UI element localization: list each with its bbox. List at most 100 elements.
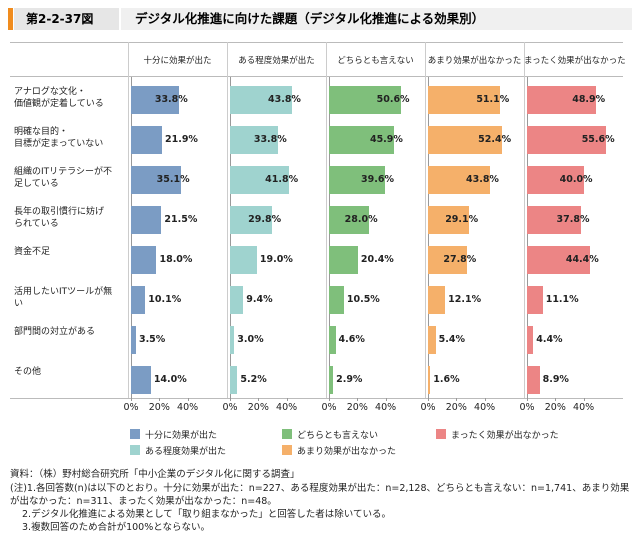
bar bbox=[230, 326, 235, 354]
bar bbox=[428, 126, 503, 154]
legend-swatch bbox=[282, 429, 292, 439]
x-tick bbox=[428, 398, 429, 401]
value-label: 41.8% bbox=[265, 174, 299, 185]
bar bbox=[131, 206, 162, 234]
bar bbox=[329, 126, 394, 154]
panel-divider bbox=[524, 42, 525, 398]
value-label: 9.4% bbox=[246, 294, 273, 305]
legend-label: あまり効果が出なかった bbox=[297, 447, 397, 457]
bar bbox=[131, 326, 136, 354]
bar bbox=[527, 126, 606, 154]
panel-divider bbox=[227, 42, 228, 398]
x-tick bbox=[329, 398, 330, 401]
x-tick-label: 40% bbox=[573, 402, 595, 413]
value-label: 4.6% bbox=[338, 334, 365, 345]
notes: (注)1.各回答数(n)は以下のとおり。十分に効果が出た：n=227、ある程度効… bbox=[10, 482, 630, 534]
x-tick-label: 0% bbox=[420, 402, 436, 413]
legend-swatch bbox=[436, 429, 446, 439]
x-tick-label: 40% bbox=[375, 402, 397, 413]
value-label: 33.8% bbox=[154, 94, 188, 105]
value-label: 43.8% bbox=[267, 94, 301, 105]
legend-label: 十分に効果が出た bbox=[145, 431, 218, 441]
x-tick-label: 20% bbox=[247, 402, 269, 413]
bar bbox=[428, 86, 501, 114]
category-label: アナログな文化・ 価値観が定着している bbox=[14, 87, 104, 109]
value-label: 21.5% bbox=[164, 214, 198, 225]
bar bbox=[131, 86, 179, 114]
x-tick-label: 20% bbox=[544, 402, 566, 413]
x-tick bbox=[484, 398, 486, 401]
value-label: 51.1% bbox=[476, 94, 510, 105]
x-tick bbox=[131, 398, 132, 401]
x-tick-label: 0% bbox=[123, 402, 139, 413]
value-label: 14.0% bbox=[153, 374, 187, 385]
panel-header: どちらとも言えない bbox=[337, 56, 414, 66]
x-tick-label: 40% bbox=[474, 402, 496, 413]
zero-axis bbox=[527, 77, 528, 398]
bar bbox=[329, 366, 334, 394]
bar bbox=[329, 86, 401, 114]
category-label: 組織のITリテラシーが不 足している bbox=[14, 167, 112, 189]
panel-header: まったく効果が出なかった bbox=[524, 56, 626, 66]
note: 3.複数回答のため合計が100%とならない。 bbox=[22, 522, 210, 533]
value-label: 19.0% bbox=[259, 254, 293, 265]
bar bbox=[131, 166, 181, 194]
value-label: 35.1% bbox=[156, 174, 190, 185]
legend-swatch bbox=[130, 445, 140, 455]
value-label: 50.6% bbox=[376, 94, 410, 105]
zero-axis bbox=[428, 77, 429, 398]
category-label: 資金不足 bbox=[14, 247, 51, 257]
panel-divider bbox=[326, 42, 327, 398]
bar bbox=[527, 246, 590, 274]
value-label: 10.5% bbox=[346, 294, 380, 305]
x-tick bbox=[230, 398, 231, 401]
value-label: 5.4% bbox=[438, 334, 465, 345]
value-label: 20.4% bbox=[360, 254, 394, 265]
frame-line bbox=[10, 42, 623, 43]
value-label: 8.9% bbox=[542, 374, 569, 385]
value-label: 11.1% bbox=[545, 294, 579, 305]
value-label: 18.0% bbox=[159, 254, 193, 265]
value-label: 40.0% bbox=[559, 174, 593, 185]
category-label: 明確な目的・ 目標が定まっていない bbox=[14, 127, 104, 149]
zero-axis bbox=[329, 77, 330, 398]
figure-number: 第2-2-37図 bbox=[14, 8, 119, 30]
source: 資料：（株）野村総合研究所「中小企業のデジタル化に関する調査」 bbox=[10, 469, 300, 480]
value-label: 28.0% bbox=[344, 214, 378, 225]
legend-label: まったく効果が出なかった bbox=[451, 431, 559, 441]
panel-header: あまり効果が出なかった bbox=[427, 56, 522, 66]
bar bbox=[527, 86, 597, 114]
value-label: 45.9% bbox=[369, 134, 403, 145]
x-tick bbox=[456, 398, 458, 401]
bar bbox=[428, 166, 490, 194]
value-label: 21.9% bbox=[164, 134, 198, 145]
bar bbox=[329, 326, 336, 354]
value-label: 48.9% bbox=[572, 94, 606, 105]
panel-divider bbox=[128, 42, 129, 398]
bar bbox=[428, 326, 436, 354]
note: 2.デジタル化推進による効果として「取り組まなかった」と回答した者は除いている。 bbox=[22, 509, 392, 520]
x-tick bbox=[286, 398, 288, 401]
bar bbox=[230, 126, 278, 154]
legend-label: ある程度効果が出た bbox=[145, 447, 227, 457]
bar bbox=[230, 286, 244, 314]
value-label: 29.8% bbox=[248, 214, 282, 225]
bar bbox=[527, 166, 584, 194]
bar bbox=[329, 246, 358, 274]
x-tick-label: 40% bbox=[177, 402, 199, 413]
bar bbox=[131, 286, 146, 314]
value-label: 3.5% bbox=[138, 334, 166, 345]
value-label: 5.2% bbox=[240, 374, 267, 385]
value-label: 10.1% bbox=[148, 294, 182, 305]
x-tick bbox=[583, 398, 585, 401]
chart-title: デジタル化推進に向けた課題（デジタル化推進による効果別） bbox=[121, 8, 632, 30]
value-label: 55.6% bbox=[581, 134, 615, 145]
value-label: 4.4% bbox=[536, 334, 563, 345]
bar bbox=[230, 366, 238, 394]
x-tick bbox=[527, 398, 528, 401]
category-label: 長年の取引慣行に妨げ られている bbox=[14, 207, 105, 229]
value-label: 44.4% bbox=[565, 254, 599, 265]
value-label: 37.8% bbox=[556, 214, 590, 225]
bar bbox=[230, 246, 257, 274]
